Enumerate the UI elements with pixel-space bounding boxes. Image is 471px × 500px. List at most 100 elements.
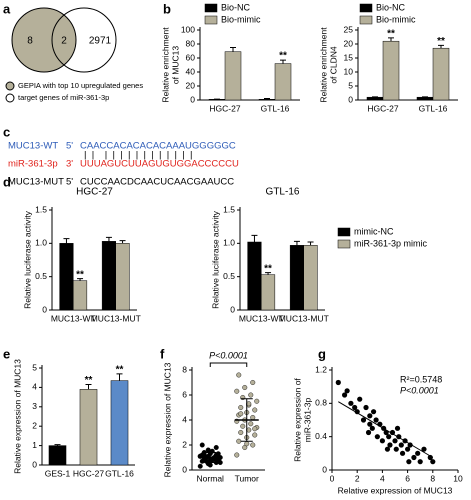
error-bar	[293, 240, 300, 246]
y-axis-label: Relative expression of MUC13	[162, 362, 172, 477]
point	[360, 417, 367, 423]
x-tick-label: 2	[355, 473, 360, 483]
bar	[366, 96, 384, 101]
bar	[115, 243, 130, 311]
dot	[207, 462, 213, 468]
point	[398, 442, 404, 448]
x-tick-label: GTL-16	[261, 103, 290, 113]
error-bar	[307, 241, 314, 246]
y-tick-label: 1.2	[315, 364, 327, 374]
y-axis-label: Relative enrichment	[318, 27, 328, 103]
seq-name: miR-361-3p	[8, 159, 58, 170]
panel-label: e	[3, 346, 10, 361]
point	[394, 425, 401, 431]
error-bar	[280, 59, 286, 64]
venn-left	[11, 7, 77, 73]
legend-swatch	[204, 15, 218, 25]
point	[365, 429, 372, 436]
bar	[303, 245, 318, 311]
error-bar	[116, 373, 123, 381]
legend-label: Bio-NC	[376, 2, 406, 12]
point	[386, 434, 392, 440]
significance: **	[279, 51, 287, 62]
dot	[238, 430, 244, 436]
y-tick-label: 0	[322, 464, 327, 474]
dot	[252, 432, 258, 438]
y-axis-label: Relative enrichment	[160, 27, 170, 103]
error-bar	[240, 398, 253, 442]
bar	[258, 99, 276, 101]
dot	[238, 405, 244, 411]
y-tick-label: 0	[348, 94, 353, 104]
x-tick-label: GTL-16	[105, 468, 134, 478]
seq: CAACCACACACACAAAUGGGGGC	[80, 141, 236, 152]
y-axis-label: Relative luciferase activity	[22, 210, 32, 309]
y-tick-label: 1.5	[35, 204, 47, 214]
panel-label: g	[318, 346, 326, 361]
y-axis-label: of MUC13	[170, 46, 180, 85]
error-bar	[438, 44, 444, 49]
y-tick-label: 20	[344, 38, 354, 48]
point	[406, 459, 412, 465]
x-tick-label: HGC-27	[209, 103, 240, 113]
legend-label: target genes of miR-361-3p	[18, 93, 109, 102]
point	[335, 379, 341, 386]
legend-label: Bio-mimic	[376, 14, 416, 24]
point	[430, 459, 436, 465]
error-bar	[204, 452, 217, 463]
dot	[254, 398, 260, 404]
dot	[213, 445, 219, 451]
point	[344, 388, 350, 394]
error-bar	[264, 97, 270, 100]
bar	[432, 47, 450, 101]
annotation: P<0.0001	[400, 385, 439, 395]
dot	[205, 447, 211, 453]
legend-swatch	[359, 15, 373, 25]
chart-title: HGC-27	[76, 187, 113, 198]
y-tick-label: 15	[344, 52, 354, 62]
point	[411, 454, 417, 461]
x-tick-label: 8	[430, 473, 435, 483]
point	[367, 413, 373, 419]
seq: UUUAGUCUUAGUGUGGACCCCCU	[80, 159, 239, 170]
y-axis-label: miR-361-3p	[302, 398, 312, 443]
y-tick-label: 2	[32, 420, 37, 430]
y-tick-label: 0	[32, 459, 37, 469]
dot	[234, 388, 240, 394]
point	[354, 409, 360, 415]
legend-label: Bio-NC	[221, 2, 251, 12]
venn-right	[51, 7, 117, 73]
panel-label: f	[160, 346, 165, 361]
significance: **	[85, 375, 93, 386]
point	[392, 438, 398, 444]
dot	[236, 372, 242, 378]
dot	[248, 392, 254, 398]
y-tick-label: 0.8	[315, 398, 327, 408]
error-bar	[388, 37, 394, 42]
bar	[416, 96, 434, 101]
venn-count: 2	[61, 36, 67, 47]
dot	[242, 385, 248, 391]
error-bar	[77, 278, 84, 281]
legend-label: miR-361-3p mimic	[354, 238, 428, 248]
legend-swatch	[5, 81, 15, 91]
error-bar	[251, 234, 258, 242]
bar	[110, 380, 129, 466]
seq-end: 5'	[66, 177, 73, 188]
significance: **	[387, 28, 395, 39]
point	[369, 425, 375, 431]
dot	[201, 452, 207, 458]
dot	[244, 441, 250, 447]
x-tick-label: HGC-27	[367, 103, 398, 113]
legend-swatch	[359, 3, 373, 13]
y-tick-label: 0	[190, 94, 195, 104]
y-tick-label: 4	[32, 382, 37, 392]
seq-name: MUC13-MUT	[8, 177, 64, 188]
point	[352, 404, 358, 411]
bar	[59, 243, 74, 311]
dot	[197, 463, 203, 469]
significance: **	[264, 263, 272, 274]
bar	[79, 389, 98, 466]
bar	[224, 51, 242, 101]
